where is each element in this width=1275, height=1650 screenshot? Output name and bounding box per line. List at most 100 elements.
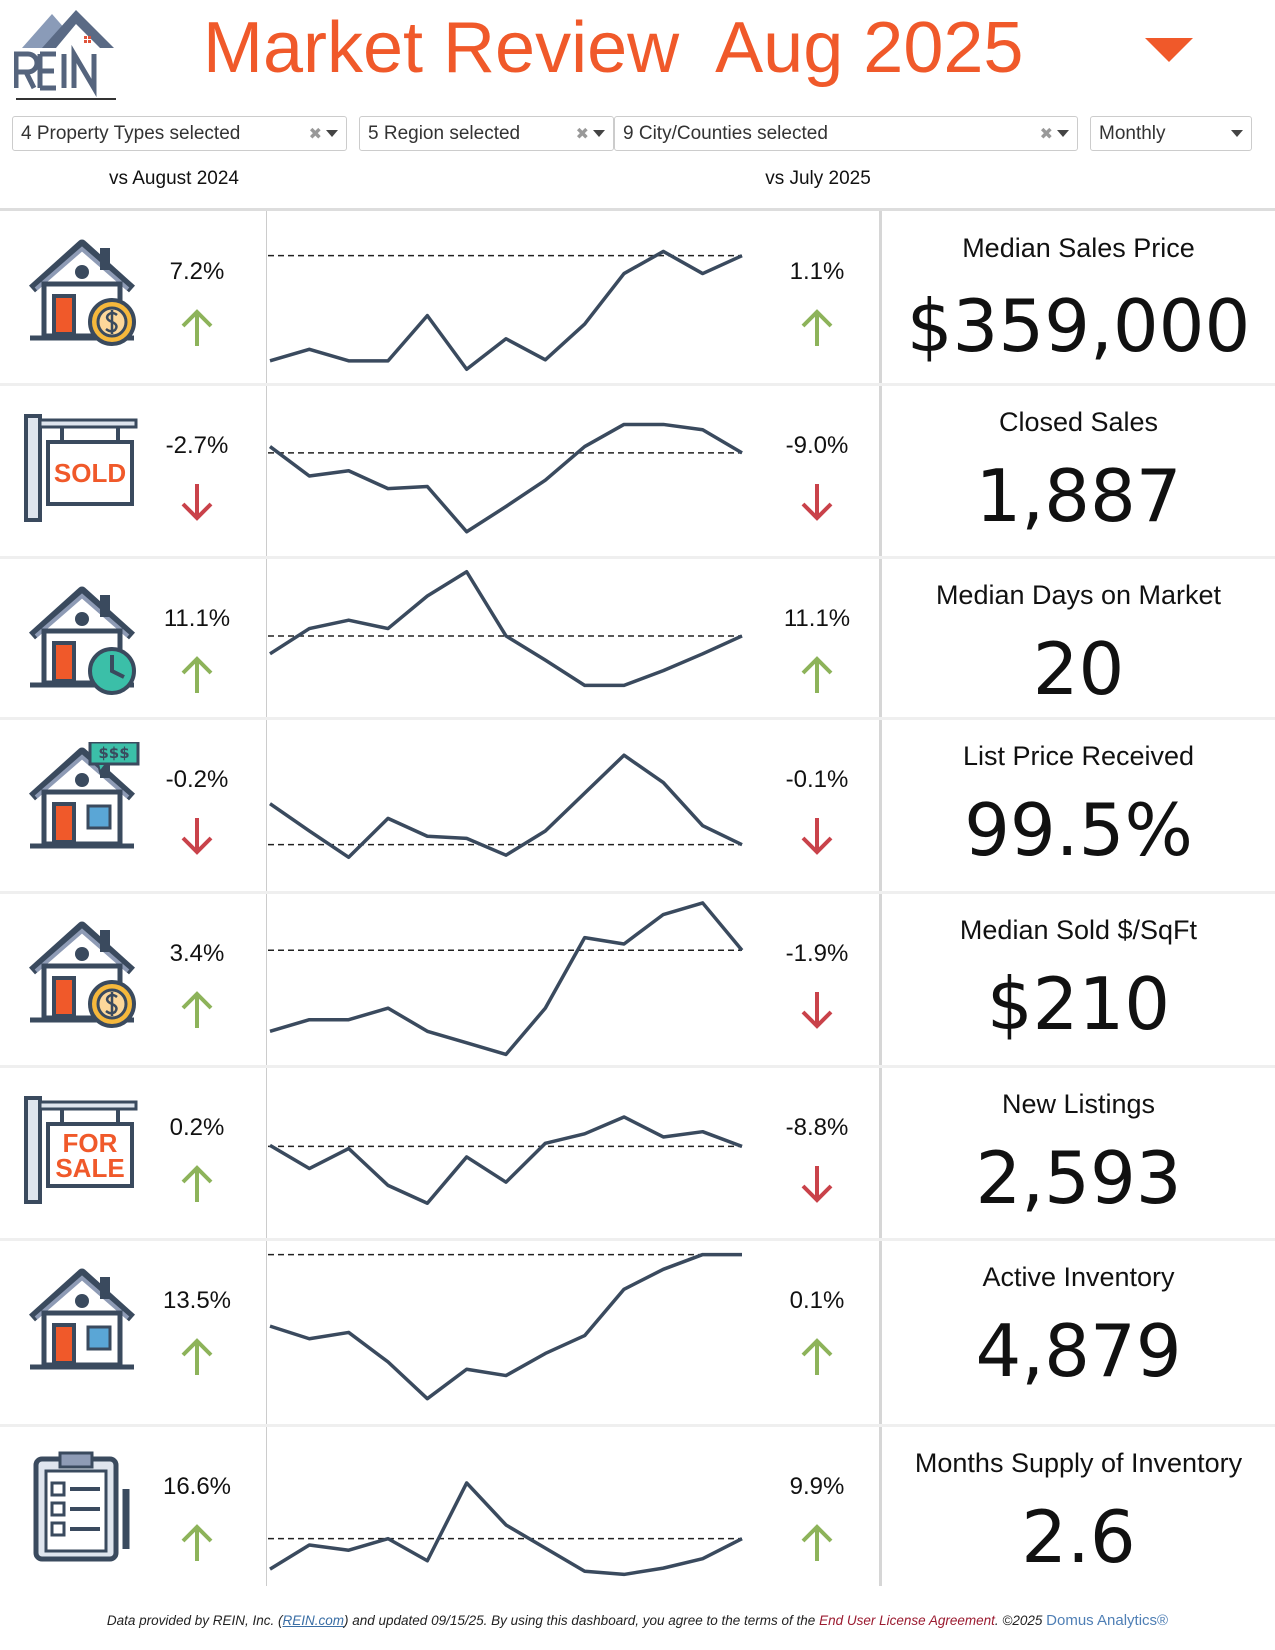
metric-label: Median Sold $/SqFt (959, 915, 1198, 945)
yoy-change: 0.2% (169, 1114, 225, 1141)
region-filter[interactable]: 5 Region selected ✖ (359, 116, 614, 151)
yoy-change: 3.4% (169, 940, 225, 967)
mom-change: -8.8% (785, 1114, 849, 1141)
filter-label: 9 City/Counties selected (623, 122, 828, 144)
metric-label: Months Supply of Inventory (914, 1448, 1243, 1478)
mom-change: -0.1% (785, 766, 849, 793)
house-dollar-icon (22, 916, 142, 1036)
house-price-tag-icon: $$$ (22, 742, 142, 862)
page-title: Market Review Aug 2025 (203, 8, 1024, 88)
sparkline-4 (269, 901, 744, 1057)
clear-icon[interactable]: ✖ (1039, 125, 1053, 143)
mom-change: -1.9% (785, 940, 849, 967)
clear-icon[interactable]: ✖ (308, 125, 322, 143)
arrow-down-icon (797, 1164, 837, 1204)
arrow-down-icon (797, 482, 837, 522)
divider (0, 208, 1275, 211)
arrow-up-icon (797, 1523, 837, 1563)
mom-change: 9.9% (789, 1473, 845, 1500)
arrow-up-icon (177, 1337, 217, 1377)
sparkline-2 (269, 570, 743, 688)
arrow-up-icon (177, 1164, 217, 1204)
mom-change: 1.1% (789, 258, 845, 285)
metric-value: 99.5% (964, 788, 1193, 872)
metric-value: 1,887 (975, 454, 1182, 538)
chevron-down-icon[interactable] (593, 130, 605, 137)
metric-label: List Price Received (962, 741, 1195, 771)
divider (879, 211, 882, 1586)
mom-change: 0.1% (789, 1287, 845, 1314)
clear-icon[interactable]: ✖ (575, 125, 589, 143)
yoy-header: vs August 2024 (109, 168, 239, 189)
footer-text: Data provided by REIN, Inc. ( (106, 1613, 283, 1628)
clipboard-checklist-icon (22, 1449, 142, 1569)
row-divider (0, 1238, 1275, 1241)
sparkline-3 (269, 753, 743, 860)
arrow-up-icon (797, 655, 837, 695)
metric-value: $359,000 (906, 284, 1251, 368)
yoy-change: -0.2% (165, 766, 229, 793)
row-divider (0, 556, 1275, 559)
house-clock-icon (22, 581, 142, 701)
city-county-filter[interactable]: 9 City/Counties selected ✖ (614, 116, 1078, 151)
arrow-down-icon (797, 816, 837, 856)
divider (266, 211, 267, 1586)
row-divider (0, 891, 1275, 894)
row-divider (0, 717, 1275, 720)
metric-value: 2.6 (1021, 1495, 1136, 1579)
row-divider (0, 383, 1275, 386)
price-tag-text: $$$ (98, 744, 130, 762)
arrow-up-icon (177, 990, 217, 1030)
mom-change: 11.1% (783, 605, 851, 632)
yoy-change: -2.7% (165, 432, 229, 459)
period-filter[interactable]: Monthly (1090, 116, 1252, 151)
metric-label: Closed Sales (998, 407, 1159, 437)
sparkline-1 (268, 422, 743, 534)
metric-label: Median Sales Price (962, 233, 1195, 263)
sign-text: SOLD (53, 458, 127, 488)
mom-change: -9.0% (785, 432, 849, 459)
sold-sign-icon: SOLD (22, 408, 142, 528)
filter-label: Monthly (1099, 122, 1166, 144)
yoy-change: 13.5% (162, 1287, 232, 1314)
metric-label: New Listings (1001, 1089, 1156, 1119)
arrow-up-icon (177, 1523, 217, 1563)
period-dropdown-caret-icon[interactable] (1145, 38, 1193, 62)
chevron-down-icon[interactable] (1057, 130, 1069, 137)
for-sale-sign-icon: FOR SALE (22, 1090, 142, 1210)
chevron-down-icon[interactable] (1231, 130, 1243, 137)
domus-link[interactable]: Domus Analytics® (1046, 1612, 1169, 1629)
sign-text: FOR SALE (55, 1127, 125, 1183)
arrow-up-icon (177, 655, 217, 695)
yoy-change: 7.2% (169, 258, 225, 285)
arrow-down-icon (177, 482, 217, 522)
arrow-up-icon (797, 1337, 837, 1377)
sparkline-7 (269, 1481, 743, 1577)
filter-label: 5 Region selected (368, 122, 521, 144)
footer: Data provided by REIN, Inc. (REIN.com) a… (0, 1612, 1275, 1629)
arrow-up-icon (177, 308, 217, 348)
metric-value: 4,879 (975, 1309, 1182, 1393)
footer-text: ) and updated 09/15/25. By using this da… (344, 1613, 820, 1628)
rein-logo (14, 10, 116, 100)
arrow-down-icon (177, 816, 217, 856)
house-icon (22, 1263, 142, 1383)
metric-value: 2,593 (975, 1136, 1182, 1220)
metric-value: $210 (986, 962, 1171, 1046)
chevron-down-icon[interactable] (326, 130, 338, 137)
yoy-change: 16.6% (162, 1473, 232, 1500)
metric-label: Active Inventory (982, 1262, 1175, 1292)
property-type-filter[interactable]: 4 Property Types selected ✖ (12, 116, 347, 151)
rein-link[interactable]: REIN.com (282, 1613, 344, 1628)
mom-header: vs July 2025 (765, 168, 871, 189)
yoy-change: 11.1% (163, 605, 231, 632)
sparkline-6 (269, 1252, 742, 1401)
sparkline-0 (269, 249, 743, 372)
eula-link[interactable]: End User License Agreement (819, 1613, 995, 1628)
filter-label: 4 Property Types selected (21, 122, 241, 144)
arrow-down-icon (797, 990, 837, 1030)
row-divider (0, 1424, 1275, 1427)
footer-text: . ©2025 (994, 1613, 1047, 1628)
metric-value: 20 (1032, 627, 1125, 711)
sparkline-5 (269, 1115, 743, 1205)
